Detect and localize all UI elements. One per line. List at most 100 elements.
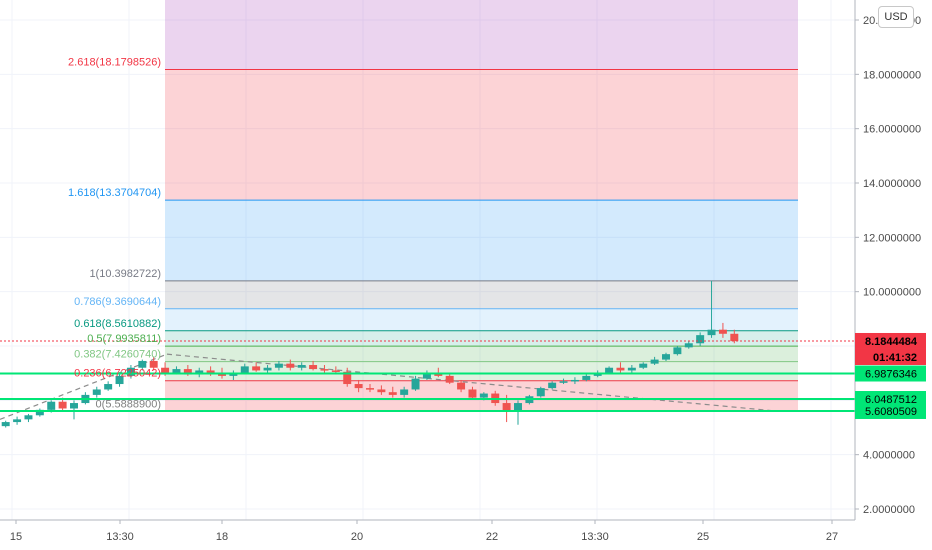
x-tick-label: 25 xyxy=(697,531,709,543)
price-axis[interactable]: 20.000000018.000000016.000000014.0000000… xyxy=(854,0,932,550)
y-tick-label: 4.0000000 xyxy=(863,450,915,462)
x-tick-label: 20 xyxy=(351,531,363,543)
candle-body xyxy=(422,373,431,379)
y-tick-label: 16.0000000 xyxy=(863,124,921,136)
candle-body xyxy=(400,389,409,395)
candle-body xyxy=(92,389,101,395)
y-tick-label: 12.0000000 xyxy=(863,232,921,244)
candle-body xyxy=(582,375,591,380)
candle-body xyxy=(650,359,659,364)
candle-body xyxy=(263,367,272,371)
candle-body xyxy=(331,370,340,372)
candle-body xyxy=(286,363,295,368)
candle-body xyxy=(218,373,226,376)
candle-body xyxy=(161,367,170,374)
candle-body xyxy=(24,415,33,420)
candle-body xyxy=(502,403,511,412)
hline-price-badge-bg[interactable] xyxy=(855,365,926,382)
fib-label: 0.5(7.9935811) xyxy=(87,333,161,345)
candle-body xyxy=(548,382,557,389)
candle-body xyxy=(411,378,420,390)
countdown-bg[interactable] xyxy=(855,348,926,365)
hline-price-badge-bg[interactable] xyxy=(855,402,926,419)
candle-body xyxy=(468,389,477,398)
candle-body xyxy=(58,401,67,409)
fib-label: 0.618(8.5610882) xyxy=(74,318,161,330)
candle-body xyxy=(388,392,397,395)
y-tick-label: 14.0000000 xyxy=(863,178,921,190)
fib-zone xyxy=(165,69,798,201)
trend-line[interactable] xyxy=(0,353,779,420)
x-tick-label: 13:30 xyxy=(106,531,134,543)
candle-body xyxy=(605,367,614,374)
fib-label: 1.618(13.3704704) xyxy=(68,187,161,199)
trend-line-up[interactable] xyxy=(0,353,168,420)
candle-body xyxy=(673,347,682,355)
candle-body xyxy=(70,403,78,409)
candle-body xyxy=(445,375,454,383)
candle-body xyxy=(274,363,283,368)
candle-body xyxy=(183,369,192,375)
candle-body xyxy=(616,367,625,371)
candle-body xyxy=(559,381,568,383)
last-price-badge[interactable]: 8.1844484 xyxy=(865,336,918,348)
fibonacci-zones xyxy=(165,0,798,412)
fib-label: 0(5.5888900) xyxy=(96,399,161,411)
hline-price-badge[interactable]: 5.6080509 xyxy=(865,406,917,418)
candle-body xyxy=(434,373,443,376)
fib-zone xyxy=(165,361,798,381)
fib-zone-top xyxy=(165,0,798,70)
y-tick-label: 2.0000000 xyxy=(863,504,915,516)
fib-zone xyxy=(165,308,798,331)
x-tick-label: 13:30 xyxy=(581,531,609,543)
candle-body xyxy=(206,370,215,374)
candle-body xyxy=(195,370,204,375)
candle-body xyxy=(320,369,329,371)
candle-body xyxy=(1,422,10,427)
fib-zone xyxy=(165,346,798,362)
candle-body xyxy=(343,371,352,385)
candle-body xyxy=(536,388,545,397)
candle-body xyxy=(377,389,386,393)
candle-body xyxy=(718,329,727,334)
candle-body xyxy=(297,365,306,368)
x-tick-label: 27 xyxy=(826,531,838,543)
hline-price-badge[interactable]: 6.9876346 xyxy=(865,369,917,381)
y-tick-label: 10.0000000 xyxy=(863,287,921,299)
horizontal-lines[interactable] xyxy=(0,340,855,412)
countdown-label[interactable]: 01:41:32 xyxy=(873,352,917,364)
fib-label: 1(10.3982722) xyxy=(89,268,161,280)
candles xyxy=(1,280,739,428)
y-tick-label: 18.0000000 xyxy=(863,69,921,81)
candle-body xyxy=(639,363,648,368)
candle-body xyxy=(252,366,261,371)
currency-badge[interactable]: USD xyxy=(878,6,914,28)
fib-label: 2.618(18.1798526) xyxy=(68,56,161,68)
fib-zone xyxy=(165,200,798,281)
candle-body xyxy=(627,367,636,371)
fib-zone xyxy=(165,280,798,309)
x-tick-label: 22 xyxy=(486,531,498,543)
candle-body xyxy=(172,369,181,374)
candle-body xyxy=(354,384,363,389)
candle-body xyxy=(730,333,739,342)
last-price-badge-bg[interactable] xyxy=(855,332,926,349)
candle-body xyxy=(35,409,44,416)
candle-body xyxy=(149,360,158,368)
candle-body xyxy=(570,379,579,382)
time-axis[interactable]: 15 13:30 18 20 22 13:30 25 27 xyxy=(0,519,855,550)
fib-zone xyxy=(165,330,798,347)
candle-body xyxy=(366,388,374,390)
trend-line-down[interactable] xyxy=(166,353,779,412)
candle-body xyxy=(126,367,135,376)
candle-body xyxy=(13,419,22,423)
candle-body xyxy=(593,373,602,376)
axis-bg xyxy=(855,0,932,550)
candle-body xyxy=(104,384,113,390)
x-axis-bg xyxy=(0,520,855,550)
grid xyxy=(0,0,855,520)
candle-body xyxy=(138,360,147,368)
